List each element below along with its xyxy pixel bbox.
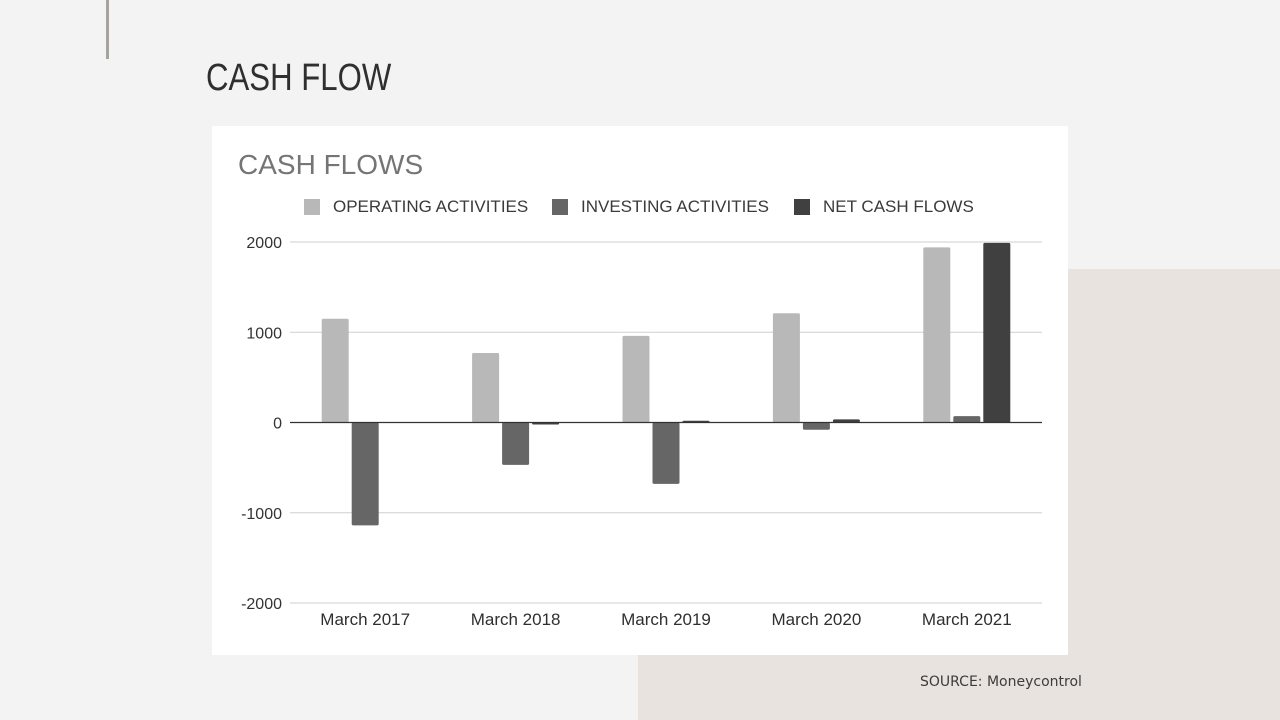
chart-bars — [321, 242, 1011, 526]
legend-swatch-3 — [794, 199, 810, 215]
accent-bar — [106, 0, 109, 59]
legend-label-1: OPERATING ACTIVITIES — [333, 197, 528, 216]
chart-title: CASH FLOWS — [238, 149, 423, 180]
source-note: SOURCE: Moneycontrol — [920, 674, 1082, 690]
bar-2-3 — [652, 422, 680, 484]
x-tick-label: March 2021 — [922, 610, 1012, 629]
legend-swatch-2 — [552, 199, 568, 215]
background-block-bottom — [638, 655, 1280, 720]
chart-gridlines — [290, 241, 1042, 604]
bar-3-5 — [983, 242, 1011, 423]
y-tick-label: 1000 — [246, 325, 282, 342]
bar-1-2 — [472, 353, 500, 423]
legend-label-3: NET CASH FLOWS — [823, 197, 974, 216]
bar-1-1 — [321, 318, 349, 423]
bar-2-5 — [953, 416, 981, 423]
y-axis-ticks: 2000 1000 0 -1000 -2000 — [241, 235, 282, 613]
y-tick-label: -1000 — [241, 506, 282, 523]
x-tick-label: March 2017 — [320, 610, 410, 629]
chart-legend: OPERATING ACTIVITIES INVESTING ACTIVITIES… — [304, 197, 974, 216]
y-tick-label: 2000 — [246, 235, 282, 252]
slide-title: CASH FLOW — [206, 57, 392, 99]
legend-label-2: INVESTING ACTIVITIES — [581, 197, 769, 216]
x-tick-label: March 2018 — [471, 610, 561, 629]
bar-2-1 — [351, 422, 379, 526]
background-block-right — [1068, 269, 1280, 720]
bar-1-3 — [622, 335, 650, 423]
x-axis-ticks: March 2017 March 2018 March 2019 March 2020… — [320, 610, 1011, 629]
x-tick-label: March 2019 — [621, 610, 711, 629]
bar-3-4 — [832, 419, 860, 423]
bar-1-5 — [923, 247, 951, 423]
cash-flows-chart: CASH FLOWS OPERATING ACTIVITIES INVESTING… — [238, 149, 1042, 629]
x-tick-label: March 2020 — [772, 610, 862, 629]
bar-1-4 — [772, 313, 800, 423]
bar-2-2 — [502, 422, 530, 465]
y-tick-label: 0 — [273, 416, 282, 433]
legend-swatch-1 — [304, 199, 320, 215]
chart-card: CASH FLOWS OPERATING ACTIVITIES INVESTING… — [212, 126, 1068, 655]
bar-2-4 — [802, 422, 830, 430]
y-tick-label: -2000 — [241, 596, 282, 613]
